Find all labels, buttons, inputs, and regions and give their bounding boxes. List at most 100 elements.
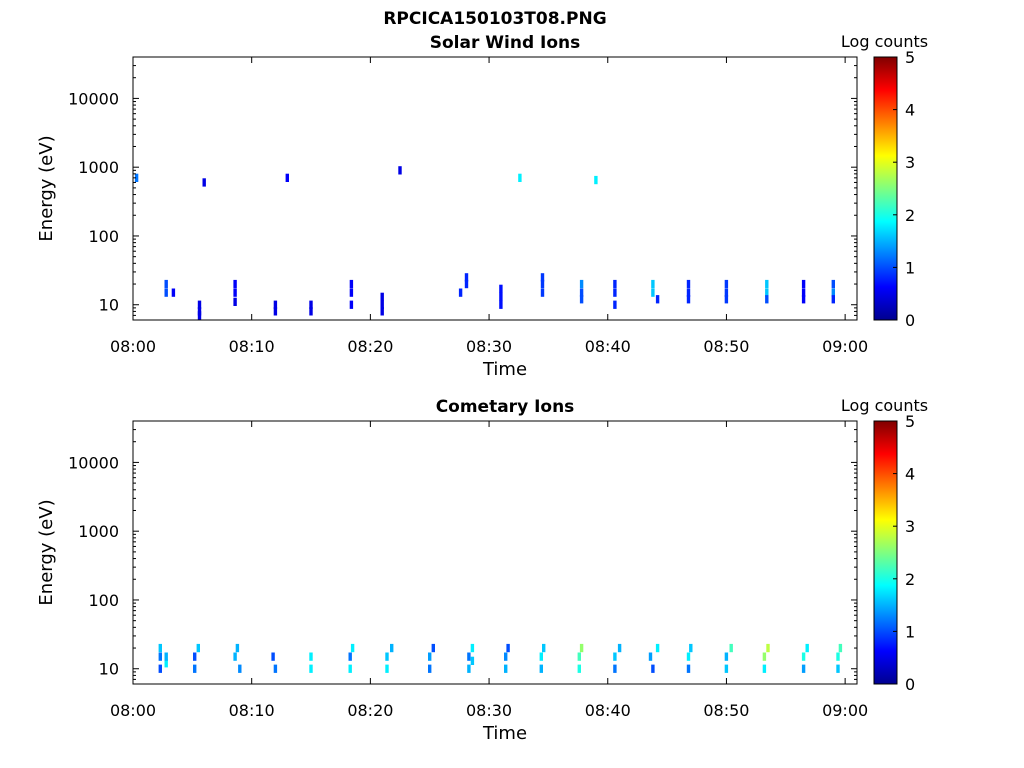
data-cell [836,664,840,673]
data-cell [805,643,809,653]
data-cell [197,311,202,320]
y-tick-label: 100 [88,591,119,610]
data-cell [134,173,139,182]
data-cell [542,643,546,653]
data-cell [428,652,432,661]
data-cell [539,664,543,673]
data-cell [613,288,617,297]
data-cell [164,652,168,661]
data-cell [309,664,313,673]
x-tick-label: 08:10 [229,701,275,720]
panel-title: Cometary Ions [436,397,575,417]
data-cell [464,279,469,289]
data-cell [765,279,769,289]
data-cell [285,173,289,182]
data-cell [467,664,471,673]
colorbar-label: Log counts [841,396,928,415]
data-cell [765,295,769,304]
data-cell [801,279,806,289]
y-tick-label: 100 [88,227,119,246]
x-tick-label: 09:00 [822,701,868,720]
colorbar [873,56,898,321]
data-cell [398,166,402,175]
data-cell [171,288,176,297]
colorbar-tick-label: 3 [905,517,915,536]
data-cell [385,664,389,673]
data-cell [273,664,278,673]
data-cell [724,295,729,304]
colorbar-tick-label: 3 [905,153,915,172]
data-cell [577,664,581,673]
data-cell [686,288,691,297]
colorbar-tick-label: 1 [905,622,915,641]
data-cell [499,292,503,301]
x-tick-label: 08:30 [466,701,512,720]
data-cell [348,652,352,661]
data-cell [724,288,729,297]
x-tick-label: 08:00 [110,337,156,356]
x-tick-label: 08:30 [466,337,512,356]
x-tick-label: 08:50 [703,337,749,356]
data-cell [164,288,168,297]
data-cell [831,295,835,304]
data-cell [233,279,237,289]
data-cell [385,652,389,661]
x-tick-label: 08:10 [229,337,275,356]
data-cell [724,652,729,661]
data-cell [655,295,660,304]
x-tick-label: 09:00 [822,337,868,356]
data-cell [766,643,770,653]
colorbar-tick-label: 4 [905,465,915,484]
x-axis-label: Time [482,723,527,744]
data-cell [499,300,503,309]
data-cell [193,652,197,661]
data-cell [613,664,617,673]
data-cell [686,279,691,289]
data-cell [348,664,352,673]
y-tick-label: 10 [99,296,119,315]
data-cell [762,664,767,673]
data-cell [499,284,503,293]
data-cell [801,288,806,297]
data-cell [801,652,806,661]
data-cell [349,279,354,289]
data-cell [729,643,733,653]
data-cell [648,652,653,661]
data-cell [467,652,471,661]
data-cell [579,279,584,289]
data-cell [470,643,475,653]
data-cell [651,288,655,297]
data-cell [831,288,835,297]
panel-title: Solar Wind Ions [430,33,581,53]
data-cell [380,300,384,309]
data-cell [506,643,510,653]
data-cell [158,652,162,661]
data-cell [594,175,598,185]
data-cell [349,288,354,297]
data-cell [380,292,384,301]
data-cell [238,664,242,673]
data-cell [197,300,202,309]
y-tick-label: 10000 [68,453,119,472]
data-cell [655,643,660,653]
plot-frame [132,56,858,321]
x-tick-label: 08:40 [585,337,631,356]
data-cell [540,279,545,289]
data-cell [233,652,237,661]
panel-cometary-ions: 08:00 08:10 08:20 08:30 08:40 08:50 09:0010100… [36,396,928,744]
data-cell [273,300,278,309]
data-cell [390,643,394,653]
data-cell [613,300,617,309]
data-cell [617,643,622,653]
y-axis-label: Energy (eV) [36,135,57,241]
plot-area [133,421,857,684]
x-tick-label: 08:40 [585,701,631,720]
data-cell [686,295,691,304]
data-cell [470,656,475,665]
data-cell [349,300,354,309]
y-tick-label: 1000 [78,522,119,541]
colorbar-tick-label: 5 [905,48,915,67]
colorbar-tick-label: 0 [905,675,915,694]
data-cell [233,288,237,297]
data-cell [518,173,522,182]
